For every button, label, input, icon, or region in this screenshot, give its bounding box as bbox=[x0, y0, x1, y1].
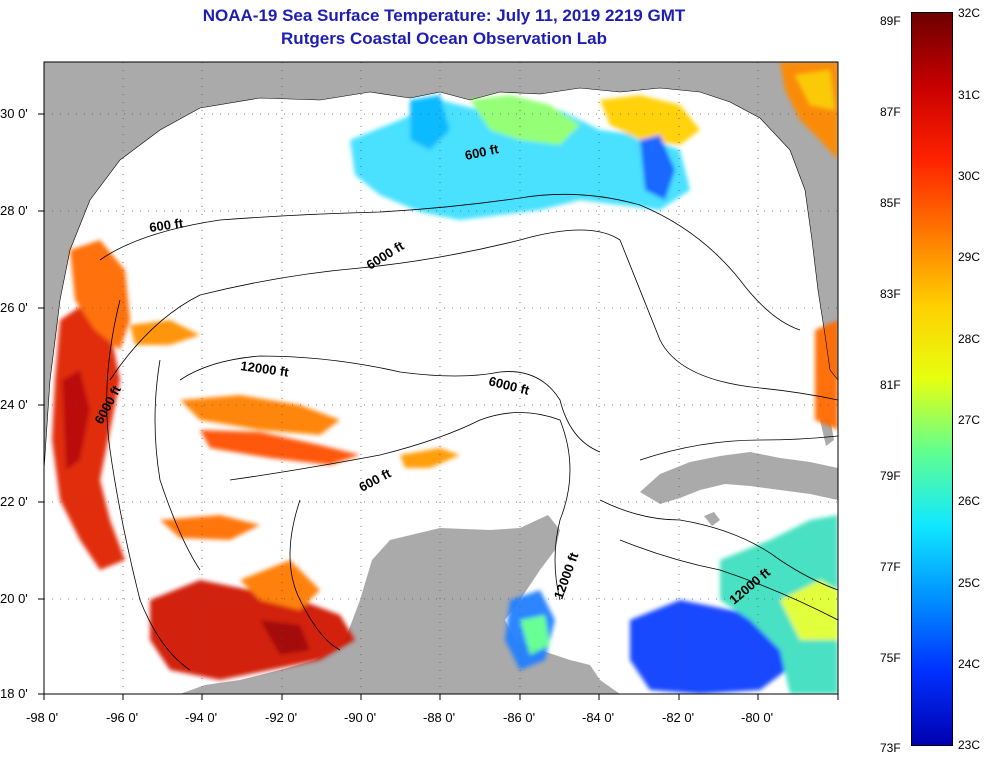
colorbar-c-label: 30C bbox=[958, 169, 981, 183]
colorbar-f-label: 83F bbox=[880, 287, 901, 301]
colorbar-c-label: 24C bbox=[958, 657, 981, 671]
colorbar-c-label: 29C bbox=[958, 250, 981, 264]
map-subtitle: Rutgers Coastal Ocean Observation Lab bbox=[281, 29, 607, 48]
colorbar-c-label: 23C bbox=[958, 738, 981, 752]
colorbar-f-label: 89F bbox=[880, 14, 901, 28]
sst-patches bbox=[52, 62, 838, 694]
cuba bbox=[640, 452, 838, 504]
isla-juventud bbox=[704, 512, 720, 526]
lat-label: 30 0' bbox=[0, 106, 28, 121]
lon-label: -90 0' bbox=[344, 710, 377, 725]
lon-label: -82 0' bbox=[662, 710, 695, 725]
temperature-colorbar bbox=[911, 12, 953, 746]
colorbar-f-label: 75F bbox=[880, 651, 901, 665]
colorbar-f-label: 85F bbox=[880, 196, 901, 210]
gulf-water bbox=[44, 88, 838, 694]
lat-label: 22 0' bbox=[0, 494, 28, 509]
lat-label: 28 0' bbox=[0, 203, 28, 218]
colorbar-c-label: 32C bbox=[958, 6, 981, 20]
contour-label: 600 ft bbox=[464, 141, 501, 163]
colorbar-f-label: 77F bbox=[880, 560, 901, 574]
lon-label: -88 0' bbox=[423, 710, 456, 725]
colorbar-c-label: 27C bbox=[958, 413, 981, 427]
lat-label: 26 0' bbox=[0, 300, 28, 315]
lon-label: -94 0' bbox=[185, 710, 218, 725]
lon-label: -98 0' bbox=[26, 710, 59, 725]
lon-label: -80 0' bbox=[741, 710, 774, 725]
lon-label: -86 0' bbox=[503, 710, 536, 725]
colorbar-c-label: 28C bbox=[958, 332, 981, 346]
map-title: NOAA-19 Sea Surface Temperature: July 11… bbox=[202, 6, 686, 25]
colorbar-f-label: 79F bbox=[880, 469, 901, 483]
lat-label: 20 0' bbox=[0, 591, 28, 606]
colorbar-c-label: 26C bbox=[958, 494, 981, 508]
contour-label: 12000 ft bbox=[240, 358, 291, 380]
contour-label: 600 ft bbox=[148, 215, 184, 235]
colorbar-f-label: 73F bbox=[880, 741, 901, 755]
colorbar-c-label: 25C bbox=[958, 576, 981, 590]
map-frame bbox=[43, 61, 839, 695]
coastline bbox=[44, 87, 838, 471]
lon-label: -96 0' bbox=[106, 710, 139, 725]
lat-label: 24 0' bbox=[0, 397, 28, 412]
colorbar-f-label: 87F bbox=[880, 105, 901, 119]
colorbar-c-label: 31C bbox=[958, 88, 981, 102]
lon-label: -84 0' bbox=[582, 710, 615, 725]
lon-label: -92 0' bbox=[265, 710, 298, 725]
colorbar-f-label: 81F bbox=[880, 378, 901, 392]
lat-label: 18 0' bbox=[0, 686, 28, 701]
axis-ticks bbox=[38, 113, 839, 700]
bathymetry-contours bbox=[99, 193, 838, 671]
